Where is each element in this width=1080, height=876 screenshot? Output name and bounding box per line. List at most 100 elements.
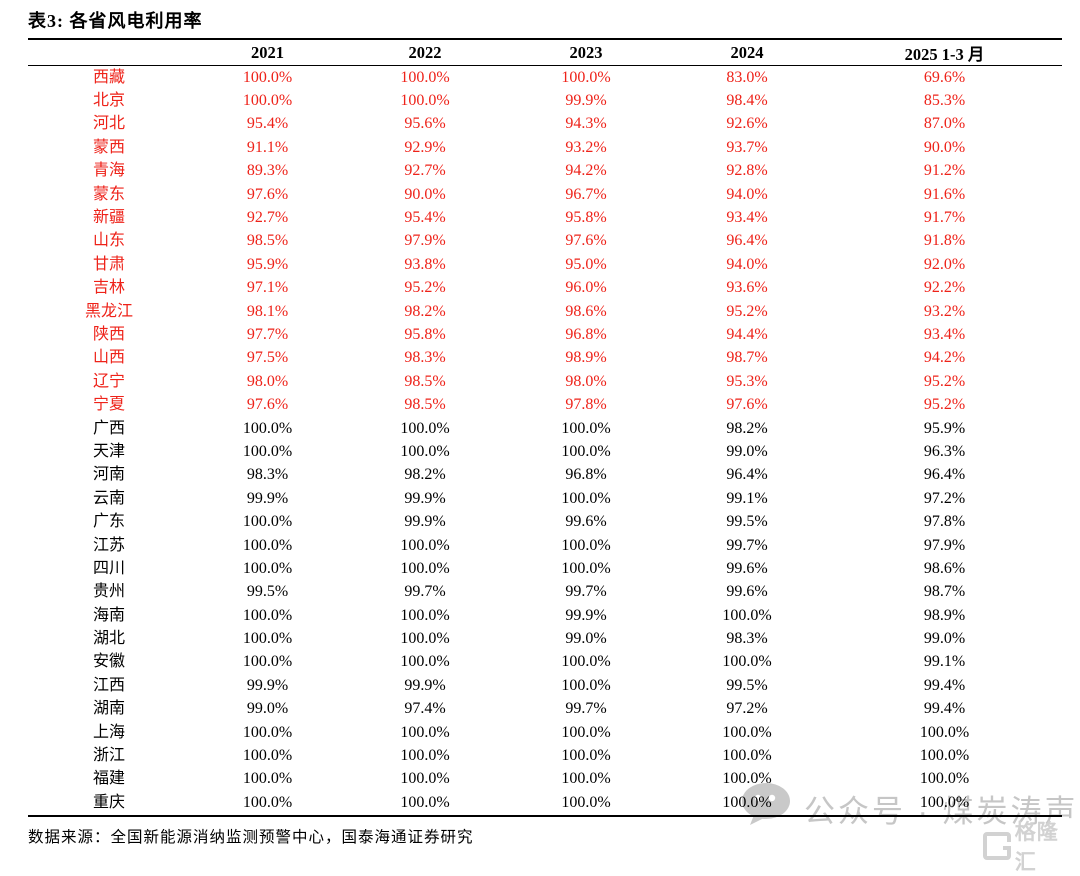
title-divider (28, 38, 1062, 40)
value-cell: 99.0% (565, 630, 607, 648)
province-cell: 安徽 (92, 653, 125, 671)
value-cell: 100.0% (400, 653, 450, 671)
value-cell: 96.8% (565, 466, 607, 484)
value-cell: 93.4% (726, 209, 768, 227)
header-2022: 2022 (345, 40, 505, 66)
value-cell: 83.0% (726, 68, 768, 86)
value-cell: 100.0% (400, 770, 450, 788)
value-cell: 98.2% (404, 466, 446, 484)
province-cell: 河南 (92, 466, 125, 484)
province-cell: 北京 (92, 92, 125, 110)
value-cell: 100.0% (242, 606, 293, 624)
value-cell: 97.9% (923, 536, 966, 554)
value-cell: 98.0% (565, 372, 607, 390)
value-cell: 97.6% (726, 396, 768, 414)
header-row: 2021 2022 2023 2024 2025 1-3 月 (28, 40, 1062, 66)
value-cell: 99.9% (246, 676, 289, 694)
gelonghui-icon (983, 832, 1011, 860)
province-cell: 天津 (92, 442, 125, 460)
header-2021: 2021 (190, 40, 345, 66)
value-cell: 98.3% (726, 630, 768, 648)
value-cell: 100.0% (400, 723, 450, 741)
value-cell: 92.2% (923, 279, 966, 297)
value-cell: 99.7% (565, 583, 607, 601)
value-cell: 100.0% (242, 536, 293, 554)
value-cell: 100.0% (242, 68, 293, 86)
value-cell: 100.0% (561, 653, 611, 671)
value-cell: 97.7% (246, 325, 289, 343)
value-cell: 95.9% (246, 255, 289, 273)
table-body: 西藏 100.0% 100.0% 100.0% 83.0% 69.6% 北京 100.0% 10… (28, 66, 1062, 816)
value-cell: 97.6% (246, 396, 289, 414)
value-cell: 100.0% (722, 723, 772, 741)
table-row: 江苏 100.0% 100.0% 100.0% 99.7% 97.9% (28, 534, 1062, 557)
value-cell: 100.0% (561, 747, 611, 765)
value-cell: 94.0% (726, 185, 768, 203)
province-cell: 辽宁 (92, 372, 125, 390)
value-cell: 99.4% (923, 676, 966, 694)
value-cell: 98.6% (565, 302, 607, 320)
value-cell: 97.8% (923, 513, 966, 531)
wechat-watermark: 公众号 · 煤炭涛声 (740, 781, 1079, 835)
table-row: 湖北 100.0% 100.0% 99.0% 98.3% 99.0% (28, 627, 1062, 650)
province-cell: 江苏 (92, 536, 125, 554)
value-cell: 97.2% (726, 700, 768, 718)
value-cell: 100.0% (400, 419, 450, 437)
value-cell: 99.6% (726, 583, 768, 601)
value-cell: 93.8% (404, 255, 446, 273)
value-cell: 100.0% (919, 770, 970, 788)
province-cell: 广西 (92, 419, 125, 437)
value-cell: 99.0% (923, 630, 966, 648)
province-cell: 贵州 (92, 583, 125, 601)
value-cell: 99.6% (726, 559, 768, 577)
table-row: 湖南 99.0% 97.4% 99.7% 97.2% 99.4% (28, 698, 1062, 721)
table-row: 四川 100.0% 100.0% 100.0% 99.6% 98.6% (28, 557, 1062, 580)
value-cell: 100.0% (242, 653, 293, 671)
value-cell: 100.0% (242, 442, 293, 460)
value-cell: 100.0% (561, 770, 611, 788)
table-row: 青海 89.3% 92.7% 94.2% 92.8% 91.2% (28, 160, 1062, 183)
value-cell: 95.2% (726, 302, 768, 320)
province-cell: 山西 (92, 349, 125, 367)
value-cell: 94.0% (726, 255, 768, 273)
value-cell: 99.0% (726, 442, 768, 460)
value-cell: 96.4% (726, 466, 768, 484)
value-cell: 96.4% (726, 232, 768, 250)
value-cell: 99.9% (404, 489, 446, 507)
province-cell: 新疆 (92, 209, 125, 227)
value-cell: 100.0% (242, 630, 293, 648)
value-cell: 96.4% (923, 466, 966, 484)
value-cell: 100.0% (561, 489, 611, 507)
table-row: 重庆 100.0% 100.0% 100.0% 100.0% 100.0% (28, 791, 1062, 815)
province-cell: 蒙东 (92, 185, 125, 203)
value-cell: 98.5% (404, 372, 446, 390)
province-cell: 云南 (92, 489, 125, 507)
value-cell: 96.7% (565, 185, 607, 203)
table-row: 新疆 92.7% 95.4% 95.8% 93.4% 91.7% (28, 206, 1062, 229)
value-cell: 92.7% (404, 162, 446, 180)
value-cell: 97.6% (565, 232, 607, 250)
value-cell: 100.0% (722, 606, 772, 624)
value-cell: 91.2% (923, 162, 966, 180)
table-row: 黑龙江 98.1% 98.2% 98.6% 95.2% 93.2% (28, 300, 1062, 323)
value-cell: 99.0% (246, 700, 289, 718)
value-cell: 100.0% (242, 92, 293, 110)
table-row: 蒙东 97.6% 90.0% 96.7% 94.0% 91.6% (28, 183, 1062, 206)
value-cell: 94.4% (726, 325, 768, 343)
value-cell: 95.6% (404, 115, 446, 133)
value-cell: 94.2% (565, 162, 607, 180)
value-cell: 99.5% (726, 676, 768, 694)
value-cell: 90.0% (923, 138, 966, 156)
table-title: 表3: 各省风电利用率 (28, 11, 203, 31)
value-cell: 94.3% (565, 115, 607, 133)
value-cell: 100.0% (242, 559, 293, 577)
value-cell: 100.0% (400, 68, 450, 86)
value-cell: 100.0% (919, 723, 970, 741)
table-row: 云南 99.9% 99.9% 100.0% 99.1% 97.2% (28, 487, 1062, 510)
value-cell: 100.0% (400, 92, 450, 110)
province-cell: 海南 (92, 606, 125, 624)
value-cell: 100.0% (561, 793, 611, 811)
value-cell: 95.8% (404, 325, 446, 343)
value-cell: 97.8% (565, 396, 607, 414)
province-cell: 蒙西 (92, 138, 125, 156)
